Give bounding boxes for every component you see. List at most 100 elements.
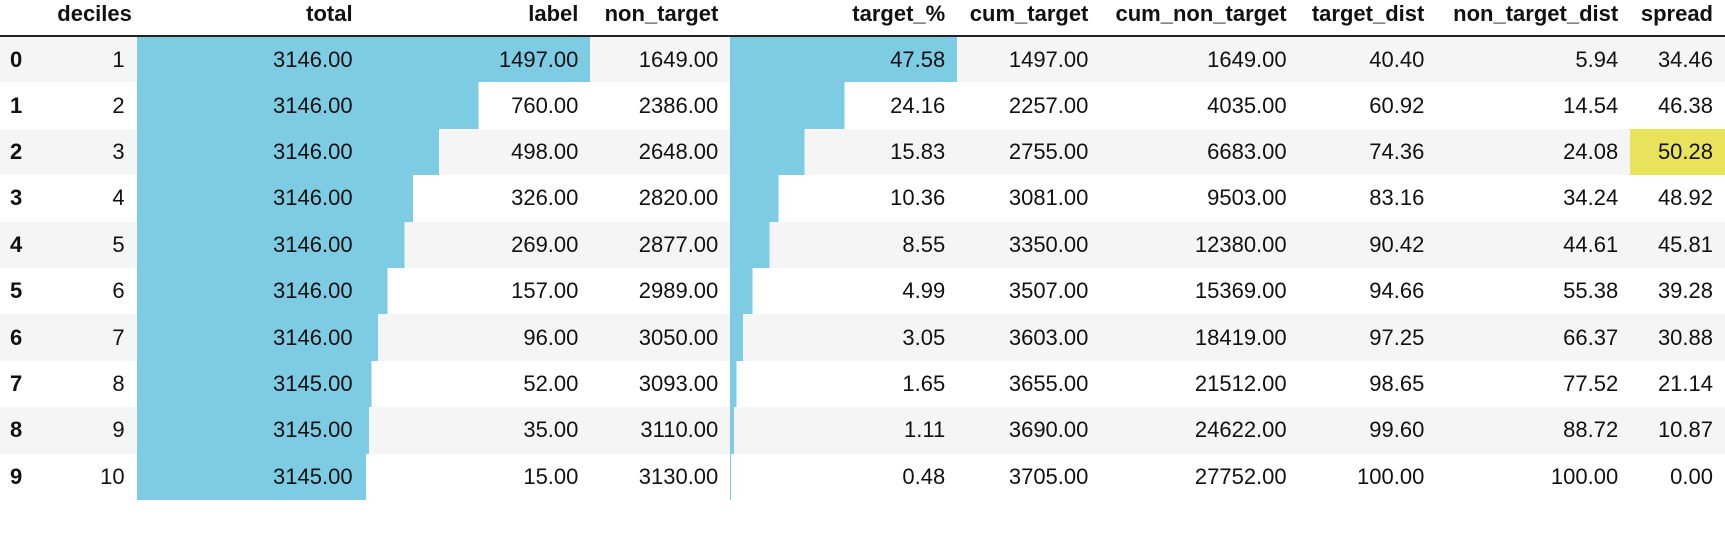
cell-non-target-dist: 24.08 bbox=[1563, 138, 1619, 164]
cell-label: 269.00 bbox=[364, 221, 591, 268]
cell-non-target-dist: 34.24 bbox=[1563, 185, 1619, 211]
cell-target-dist: 99.60 bbox=[1369, 417, 1425, 443]
cell-cum-non-target: 24622.00 bbox=[1194, 417, 1287, 443]
row-index: 8 bbox=[10, 417, 23, 443]
cell-cum-target: 2755.00 bbox=[1008, 138, 1089, 164]
column-header-non-target-dist: non_target_dist bbox=[1436, 0, 1631, 37]
column-header-spread: spread bbox=[1630, 0, 1725, 37]
cell-cum-target: 3690.00 bbox=[1008, 417, 1089, 443]
cell-target-pct: 1.11 bbox=[730, 407, 958, 454]
cell-cum-non-target: 12380.00 bbox=[1194, 231, 1287, 257]
cell-spread: 30.88 bbox=[1657, 324, 1713, 350]
cell-label: 52.00 bbox=[364, 360, 591, 408]
cell-non-target: 3093.00 bbox=[638, 370, 719, 396]
cell-deciles: 4 bbox=[112, 185, 125, 211]
cell-label: 326.00 bbox=[364, 175, 591, 222]
cell-cum-target: 2257.00 bbox=[1008, 92, 1089, 118]
cell-target-pct: 0.48 bbox=[730, 453, 958, 500]
row-index: 6 bbox=[10, 324, 23, 350]
cell-spread: 48.92 bbox=[1657, 185, 1713, 211]
cell-cum-non-target: 15369.00 bbox=[1194, 278, 1287, 304]
table-row: 3 4 3146.00 326.00 2820.00 10.36 3081.00 9503.0… bbox=[0, 175, 1725, 222]
cell-spread: 39.28 bbox=[1657, 278, 1713, 304]
cell-target-pct: 47.58 bbox=[730, 36, 958, 83]
cell-cum-non-target: 9503.00 bbox=[1207, 185, 1287, 211]
row-index: 5 bbox=[10, 278, 23, 304]
column-header-deciles: deciles bbox=[57, 0, 137, 37]
cell-non-target-dist: 14.54 bbox=[1563, 92, 1619, 118]
cell-target-dist: 83.16 bbox=[1369, 185, 1425, 211]
cell-deciles: 2 bbox=[112, 92, 125, 118]
table-row: 4 5 3146.00 269.00 2877.00 8.55 3350.00 12380.0… bbox=[0, 221, 1725, 268]
cell-deciles: 1 bbox=[112, 46, 125, 72]
cell-cum-target: 3081.00 bbox=[1008, 185, 1089, 211]
row-index: 9 bbox=[10, 463, 23, 489]
table-row: 2 3 3146.00 498.00 2648.00 15.83 2755.00 6683.0… bbox=[0, 128, 1725, 176]
cell-non-target-dist: 100.00 bbox=[1550, 463, 1619, 489]
cell-spread: 45.81 bbox=[1657, 231, 1713, 257]
cell-spread: 21.14 bbox=[1657, 370, 1713, 396]
table-row: 6 7 3146.00 96.00 3050.00 3.05 3603.00 18419.00… bbox=[0, 314, 1725, 361]
cell-total: 3145.00 bbox=[136, 453, 365, 500]
cell-target-pct: 3.05 bbox=[730, 314, 958, 361]
row-index: 2 bbox=[10, 138, 23, 164]
cell-non-target: 2989.00 bbox=[638, 278, 719, 304]
cell-cum-non-target: 18419.00 bbox=[1194, 324, 1287, 350]
cell-cum-target: 3507.00 bbox=[1008, 278, 1089, 304]
cell-cum-target: 3603.00 bbox=[1008, 324, 1089, 350]
cell-target-dist: 100.00 bbox=[1357, 463, 1425, 489]
cell-target-pct: 4.99 bbox=[730, 267, 958, 315]
cell-target-dist: 40.40 bbox=[1369, 46, 1425, 72]
cell-total: 3145.00 bbox=[136, 360, 365, 408]
table-row: 9 10 3145.00 15.00 3130.00 0.48 3705.00 27752.0… bbox=[0, 453, 1725, 500]
cell-target-dist: 74.36 bbox=[1369, 138, 1425, 164]
cell-cum-target: 3705.00 bbox=[1008, 463, 1089, 489]
cell-deciles: 7 bbox=[112, 324, 125, 350]
cell-target-pct: 15.83 bbox=[730, 128, 958, 176]
cell-deciles: 10 bbox=[100, 463, 125, 489]
cell-non-target: 1649.00 bbox=[638, 46, 719, 72]
cell-non-target-dist: 66.37 bbox=[1563, 324, 1619, 350]
cell-spread: 46.38 bbox=[1657, 92, 1713, 118]
row-index: 7 bbox=[10, 370, 23, 396]
cell-deciles: 9 bbox=[112, 417, 125, 443]
cell-non-target: 2877.00 bbox=[638, 231, 719, 257]
header-row: deciles total label non_target target_% … bbox=[0, 0, 1725, 37]
table-row: 8 9 3145.00 35.00 3110.00 1.11 3690.00 24622.00… bbox=[0, 407, 1725, 454]
cell-total: 3146.00 bbox=[136, 36, 365, 83]
cell-target-dist: 60.92 bbox=[1369, 92, 1425, 118]
column-header-total: total bbox=[136, 0, 365, 37]
cell-target-dist: 90.42 bbox=[1369, 231, 1425, 257]
cell-total: 3146.00 bbox=[136, 175, 365, 222]
table-row: 7 8 3145.00 52.00 3093.00 1.65 3655.00 21512.00… bbox=[0, 360, 1725, 408]
cell-non-target: 3110.00 bbox=[640, 417, 719, 443]
cell-total: 3146.00 bbox=[136, 267, 365, 315]
cell-non-target-dist: 88.72 bbox=[1563, 417, 1619, 443]
cell-non-target-dist: 5.94 bbox=[1575, 46, 1619, 72]
cell-non-target: 2648.00 bbox=[638, 138, 719, 164]
cell-spread: 34.46 bbox=[1657, 46, 1713, 72]
cell-cum-target: 1497.00 bbox=[1008, 46, 1089, 72]
cell-spread: 50.28 bbox=[1630, 128, 1725, 176]
cell-label: 760.00 bbox=[364, 82, 591, 129]
cell-label: 15.00 bbox=[364, 453, 591, 500]
cell-non-target-dist: 77.52 bbox=[1563, 370, 1619, 396]
cell-spread: 10.87 bbox=[1657, 417, 1713, 443]
cell-target-pct: 10.36 bbox=[730, 175, 958, 222]
column-header-non-target: non_target bbox=[590, 0, 731, 37]
cell-deciles: 5 bbox=[112, 231, 125, 257]
cell-non-target: 2820.00 bbox=[638, 185, 719, 211]
table-row: 0 1 3146.00 1497.00 1649.00 47.58 1497.00 1649.… bbox=[0, 36, 1725, 83]
cell-spread: 0.00 bbox=[1670, 463, 1713, 489]
cell-target-pct: 8.55 bbox=[730, 221, 958, 268]
cell-target-dist: 98.65 bbox=[1369, 370, 1425, 396]
cell-deciles: 8 bbox=[112, 370, 125, 396]
column-header-target-dist: target_dist bbox=[1298, 0, 1437, 37]
row-index: 0 bbox=[10, 46, 23, 72]
cell-cum-non-target: 1649.00 bbox=[1207, 46, 1287, 72]
cell-target-pct: 1.65 bbox=[730, 360, 958, 408]
cell-cum-non-target: 6683.00 bbox=[1207, 138, 1287, 164]
cell-target-pct: 24.16 bbox=[730, 82, 958, 129]
cell-total: 3146.00 bbox=[136, 128, 365, 176]
cell-deciles: 6 bbox=[112, 278, 125, 304]
